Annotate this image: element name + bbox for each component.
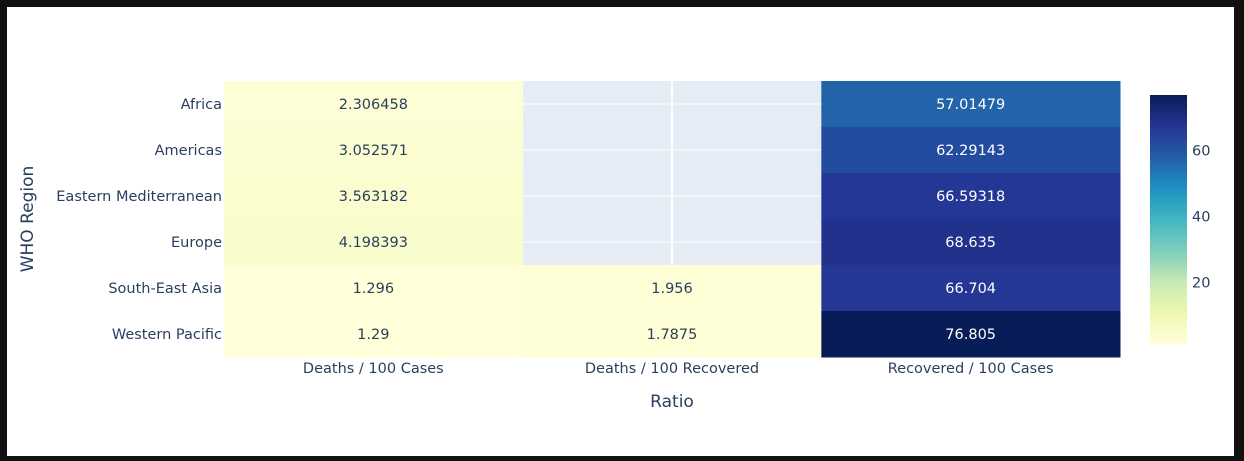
heatmap-cell <box>224 127 524 174</box>
heatmap-cell <box>522 265 822 312</box>
cell-labels: 2.306458 57.01479 3.052571 62.29143 3.563182… <box>339 97 1006 343</box>
heatmap-cell <box>821 81 1121 128</box>
cell-value-label: 76.805 <box>945 327 996 343</box>
y-tick-label: Europe <box>171 235 222 251</box>
heatmap-cell <box>821 265 1121 312</box>
heatmap-cell <box>224 265 524 312</box>
colorbar-tick-label: 60 <box>1192 143 1210 159</box>
y-tick-label: Americas <box>155 143 222 159</box>
heatmap-cell <box>224 219 524 266</box>
heatmap-cell <box>821 219 1121 266</box>
cell-value-label: 57.01479 <box>936 97 1005 113</box>
gridlines <box>522 81 822 265</box>
cell-value-label: 1.956 <box>651 281 693 297</box>
heatmap-cell <box>821 127 1121 174</box>
cell-value-label: 62.29143 <box>936 143 1005 159</box>
y-tick-label: Western Pacific <box>112 327 222 343</box>
cell-value-label: 66.704 <box>945 281 996 297</box>
heatmap-cell <box>224 173 524 220</box>
heatmap-cell <box>224 81 524 128</box>
x-tick-label: Deaths / 100 Recovered <box>585 361 759 377</box>
x-axis-ticks: Deaths / 100 Cases Deaths / 100 Recovered… <box>303 361 1054 377</box>
cell-value-label: 68.635 <box>945 235 996 251</box>
colorbar-ticks: 20 40 60 <box>1192 143 1210 291</box>
y-axis-ticks: Africa Americas Eastern Mediterranean Europ… <box>56 97 222 343</box>
cell-value-label: 1.296 <box>353 281 395 297</box>
heatmap-chart: 2.306458 57.01479 3.052571 62.29143 3.563182… <box>18 81 1210 412</box>
x-tick-label: Deaths / 100 Cases <box>303 361 444 377</box>
cell-value-label: 2.306458 <box>339 97 408 113</box>
colorbar-tick-label: 40 <box>1192 209 1210 225</box>
heatmap-cell <box>821 173 1121 220</box>
y-tick-label: Africa <box>181 97 222 113</box>
colorbar <box>1150 95 1187 344</box>
x-axis-title: Ratio <box>650 392 694 412</box>
cell-value-label: 4.198393 <box>339 235 408 251</box>
y-axis-title: WHO Region <box>18 166 38 273</box>
heatmap-cells <box>224 81 1121 358</box>
cell-value-label: 3.052571 <box>339 143 408 159</box>
cell-value-label: 1.7875 <box>647 327 698 343</box>
heatmap-cell <box>224 311 524 358</box>
y-tick-label: Eastern Mediterranean <box>56 189 222 205</box>
heatmap-cell <box>522 311 822 358</box>
colorbar-tick-label: 20 <box>1192 275 1210 291</box>
cell-value-label: 3.563182 <box>339 189 408 205</box>
cell-value-label: 66.59318 <box>936 189 1005 205</box>
cell-value-label: 1.29 <box>357 327 389 343</box>
chart-frame: 2.306458 57.01479 3.052571 62.29143 3.563182… <box>7 7 1234 456</box>
x-tick-label: Recovered / 100 Cases <box>888 361 1054 377</box>
y-tick-label: South-East Asia <box>108 281 222 297</box>
heatmap-cell <box>821 311 1121 358</box>
